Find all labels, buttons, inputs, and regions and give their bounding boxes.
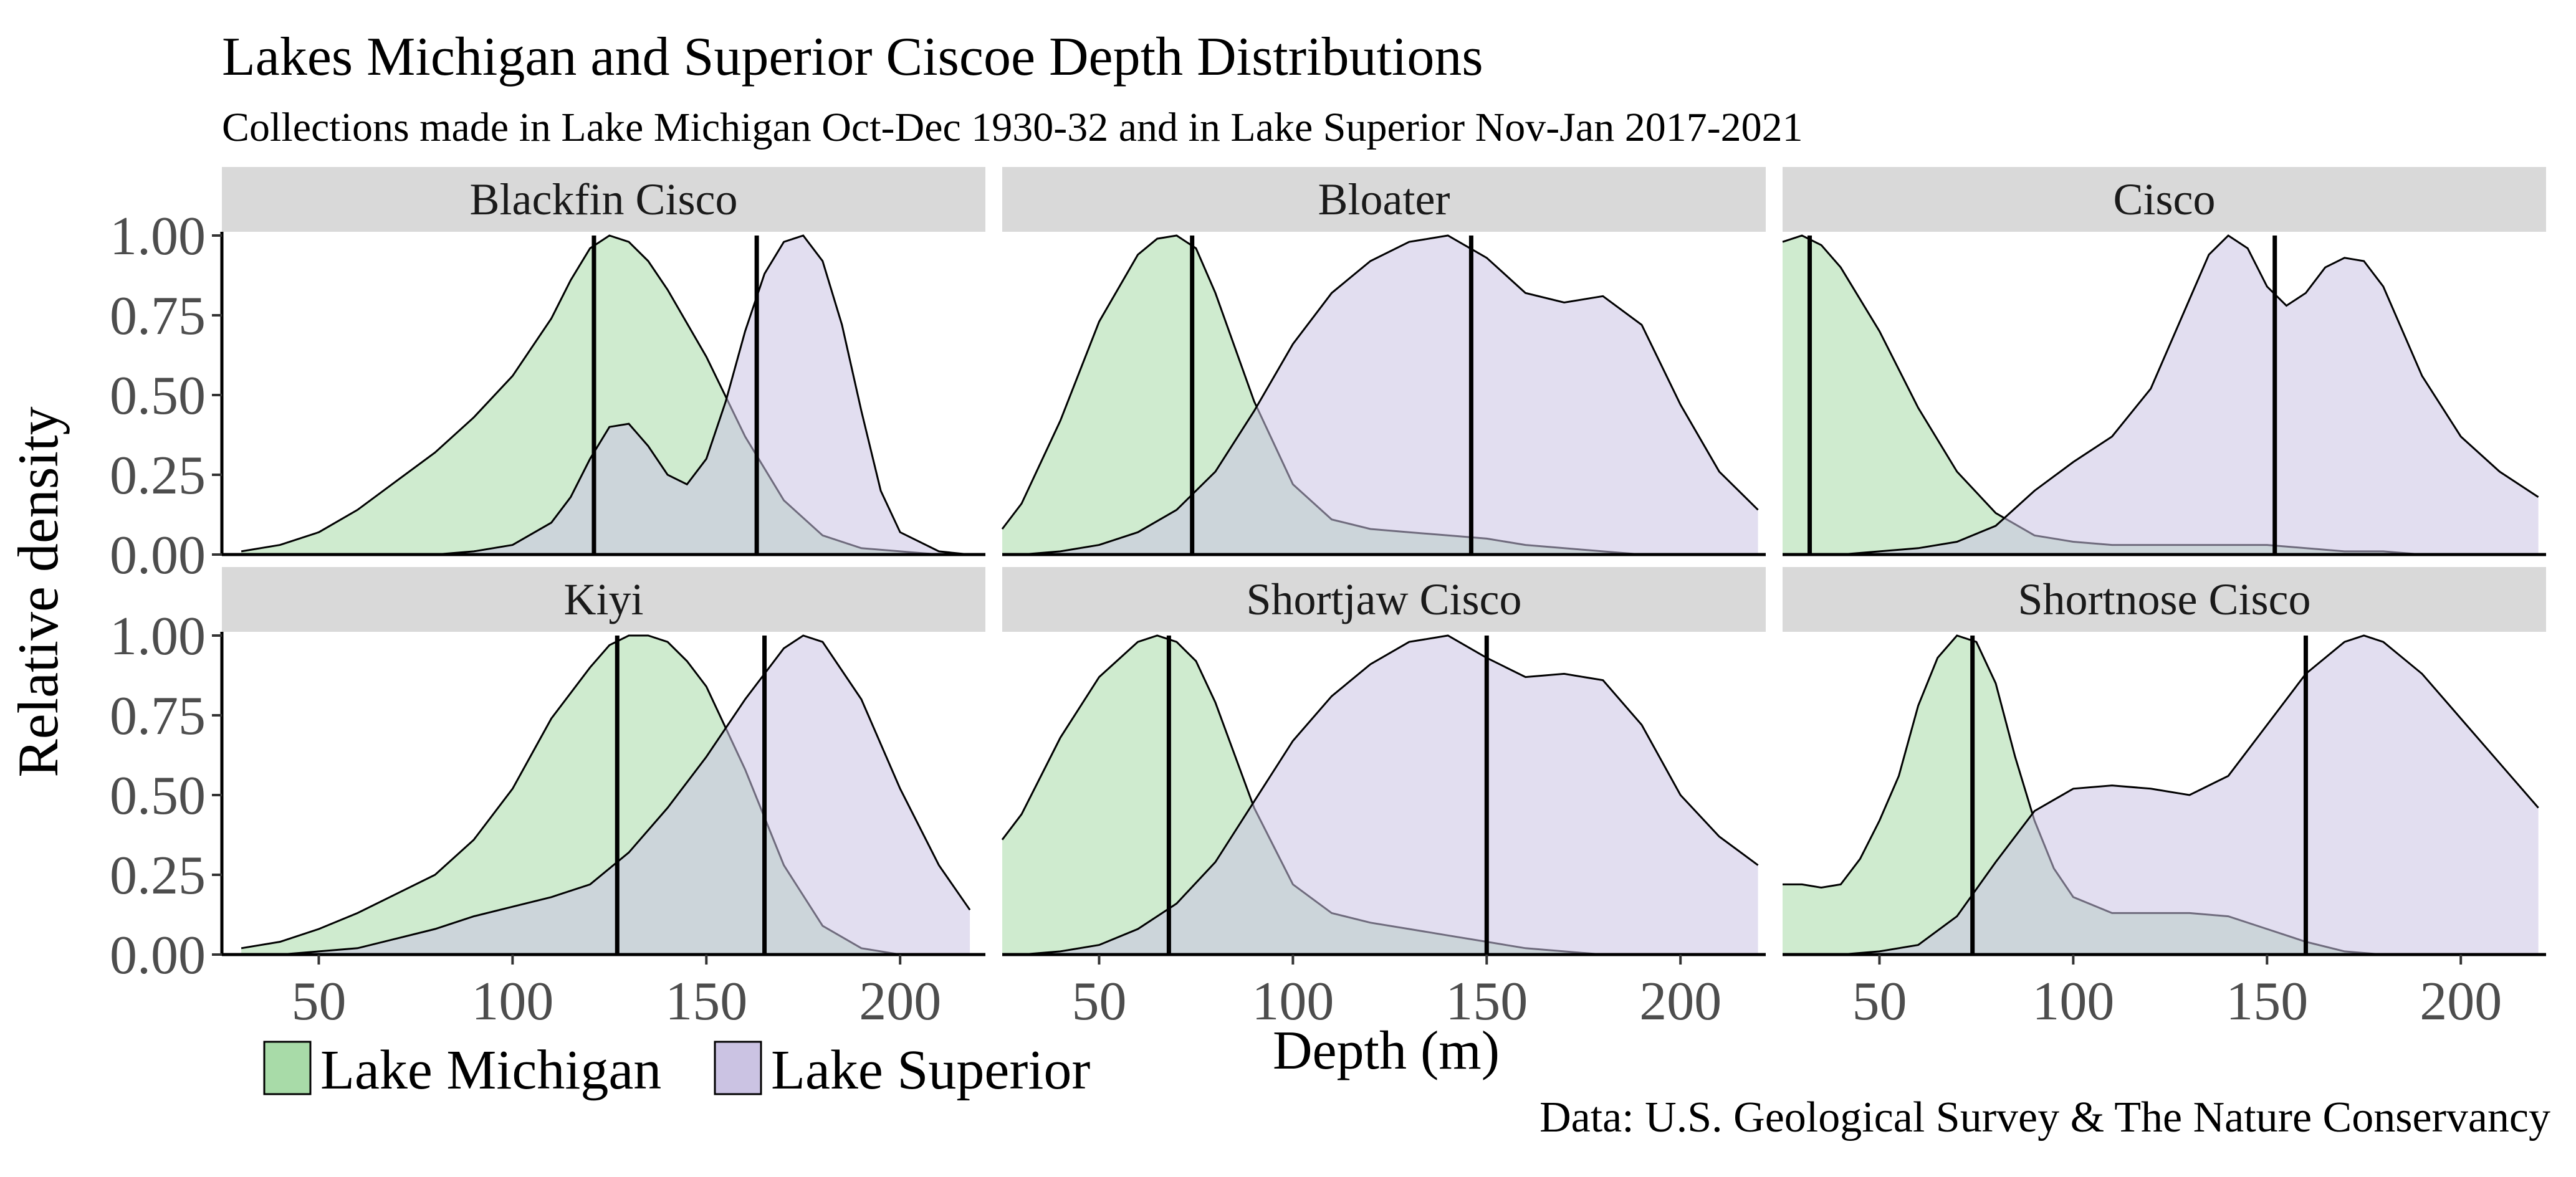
chart-title: Lakes Michigan and Superior Ciscoe Depth… <box>222 27 1483 87</box>
facet-panel-shortjaw-cisco: Shortjaw Cisco 50 100 150 200 <box>1001 567 1766 1032</box>
facet-panel-bloater: Bloater <box>1001 167 1766 556</box>
density-area-superior-bloater <box>1022 236 1758 555</box>
y-tick-label: 0.50 <box>110 366 206 426</box>
x-tick-label: 100 <box>1252 971 1334 1032</box>
y-tick-label: 0.50 <box>110 766 206 826</box>
x-tick-label: 150 <box>1445 971 1528 1032</box>
density-line-superior-kiyi <box>241 634 971 956</box>
density-area-superior-shortnose-cisco <box>1802 636 2539 955</box>
facet-strip-cisco <box>1783 167 2546 232</box>
density-area-michigan-blackfin-cisco <box>241 236 970 555</box>
y-axis-label: Relative density <box>6 406 70 777</box>
facet-panel-blackfin-cisco: Blackfin Cisco 0.00 0.25 0.50 0.75 1.00 <box>110 167 985 586</box>
legend: Lake Michigan Lake Superior <box>263 1039 1090 1101</box>
y-tick-label: 1.00 <box>110 606 206 667</box>
density-line-superior-blackfin-cisco <box>434 234 970 556</box>
legend-key-lake-michigan <box>263 1041 312 1095</box>
facet-strip-label-blackfin-cisco: Blackfin Cisco <box>470 174 738 224</box>
density-area-superior-shortjaw-cisco <box>1022 636 1758 955</box>
facet-panel-kiyi: Kiyi 0.00 0.25 0.50 0.75 1.00 50 100 150 200 <box>110 567 985 1032</box>
legend-label-lake-superior: Lake Superior <box>771 1039 1090 1101</box>
y-tick-label: 0.25 <box>110 446 206 506</box>
density-line-superior-shortjaw-cisco <box>1021 634 1759 956</box>
density-area-michigan-cisco <box>1783 236 2539 555</box>
facet-strip-shortjaw-cisco <box>1002 567 1766 632</box>
y-tick-label: 1.00 <box>110 206 206 267</box>
chart-caption: Data: U.S. Geological Survey & The Natur… <box>1539 1094 2550 1141</box>
x-tick-label: 200 <box>1639 971 1721 1032</box>
facet-strip-label-shortjaw-cisco: Shortjaw Cisco <box>1247 574 1522 624</box>
legend-key-lake-superior <box>714 1041 762 1095</box>
density-area-michigan-shortjaw-cisco <box>1002 636 1758 955</box>
x-tick-label: 100 <box>471 971 553 1032</box>
x-axis-label: Depth (m) <box>1273 1021 1500 1081</box>
facet-strip-blackfin-cisco <box>222 167 985 232</box>
density-line-superior-cisco <box>1802 234 2539 556</box>
density-area-superior-blackfin-cisco <box>435 236 970 555</box>
facet-strip-label-bloater: Bloater <box>1318 174 1450 224</box>
x-tick-label: 200 <box>2420 971 2502 1032</box>
y-tick-label: 0.00 <box>110 525 206 586</box>
y-tick-label: 0.75 <box>110 686 206 746</box>
x-tick-label: 100 <box>2032 971 2114 1032</box>
facet-strip-label-kiyi: Kiyi <box>563 574 643 624</box>
facet-panel-shortnose-cisco: Shortnose Cisco 50 100 150 200 <box>1783 567 2546 1032</box>
x-tick-label: 150 <box>2226 971 2308 1032</box>
facet-strip-label-cisco: Cisco <box>2113 174 2215 224</box>
facet-strip-label-shortnose-cisco: Shortnose Cisco <box>2018 574 2310 624</box>
legend-label-lake-michigan: Lake Michigan <box>320 1039 661 1101</box>
chart-subtitle: Collections made in Lake Michigan Oct-De… <box>222 105 1803 150</box>
density-line-superior-bloater <box>1021 234 1759 556</box>
x-tick-label: 200 <box>859 971 941 1032</box>
x-tick-label: 50 <box>1852 971 1907 1032</box>
density-line-superior-shortnose-cisco <box>1802 634 2539 956</box>
facet-panels: Blackfin Cisco 0.00 0.25 0.50 0.75 1.00 Bloate… <box>110 167 2546 1032</box>
x-tick-label: 50 <box>291 971 346 1032</box>
facet-panel-cisco: Cisco <box>1782 167 2546 556</box>
facet-strip-kiyi <box>222 567 985 632</box>
density-area-superior-cisco <box>1802 236 2539 555</box>
density-area-superior-kiyi <box>241 636 970 955</box>
x-tick-label: 50 <box>1071 971 1126 1032</box>
facet-strip-bloater <box>1002 167 1766 232</box>
y-tick-label: 0.75 <box>110 286 206 346</box>
y-tick-label: 0.00 <box>110 925 206 986</box>
y-tick-label: 0.25 <box>110 846 206 906</box>
facet-strip-shortnose-cisco <box>1783 567 2546 632</box>
x-tick-label: 150 <box>665 971 747 1032</box>
